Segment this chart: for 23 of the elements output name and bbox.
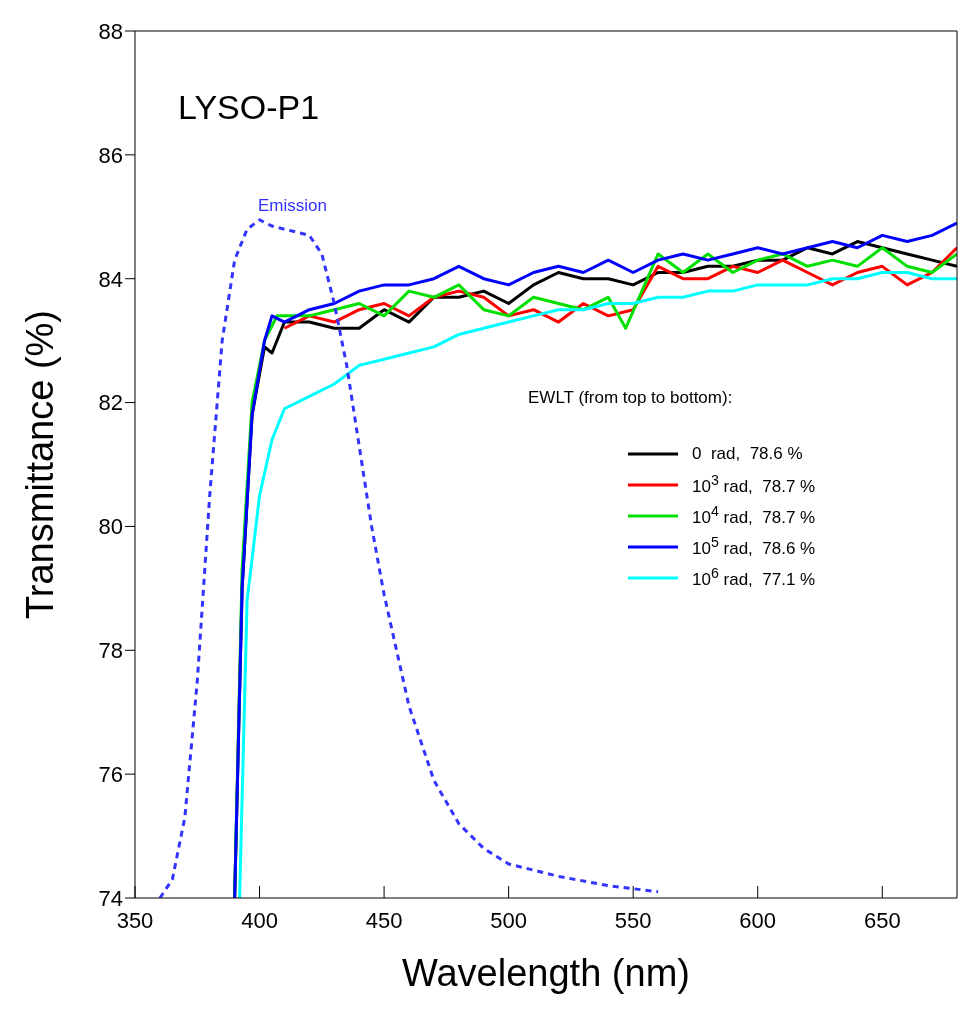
y-tick-label: 78 xyxy=(98,638,123,664)
y-tick-label: 76 xyxy=(98,761,123,787)
legend-title: EWLT (from top to bottom): xyxy=(528,388,734,408)
legend-label: 0 rad, 78.6 % xyxy=(692,443,803,464)
x-tick-label: 500 xyxy=(490,907,527,933)
x-tick-label: 550 xyxy=(614,907,652,933)
y-tick-label: 88 xyxy=(98,18,123,44)
x-tick-label: 650 xyxy=(863,907,901,933)
y-axis-title: Transmittance (%) xyxy=(19,310,62,619)
x-tick-label: 600 xyxy=(739,907,777,933)
y-tick-label: 80 xyxy=(98,514,123,540)
legend-label: 10$^{4}$ rad, 78.7 % xyxy=(692,503,816,528)
y-tick-label: 86 xyxy=(98,142,123,168)
y-tick-label: 84 xyxy=(98,266,123,292)
x-tick-label: 400 xyxy=(241,907,278,933)
legend-label: 10$^{6}$ rad, 77.1 % xyxy=(692,565,816,590)
x-tick-label: 450 xyxy=(365,907,403,933)
x-axis-title: Wavelength (nm) xyxy=(402,952,690,994)
legend-label: 10$^{5}$ rad, 78.6 % xyxy=(692,534,816,559)
annotation: Emission xyxy=(258,196,327,216)
legend-label: 10$^{3}$ rad, 78.7 % xyxy=(692,472,816,497)
y-tick-label: 82 xyxy=(98,390,123,416)
text: LYSO-P1 xyxy=(178,88,320,127)
